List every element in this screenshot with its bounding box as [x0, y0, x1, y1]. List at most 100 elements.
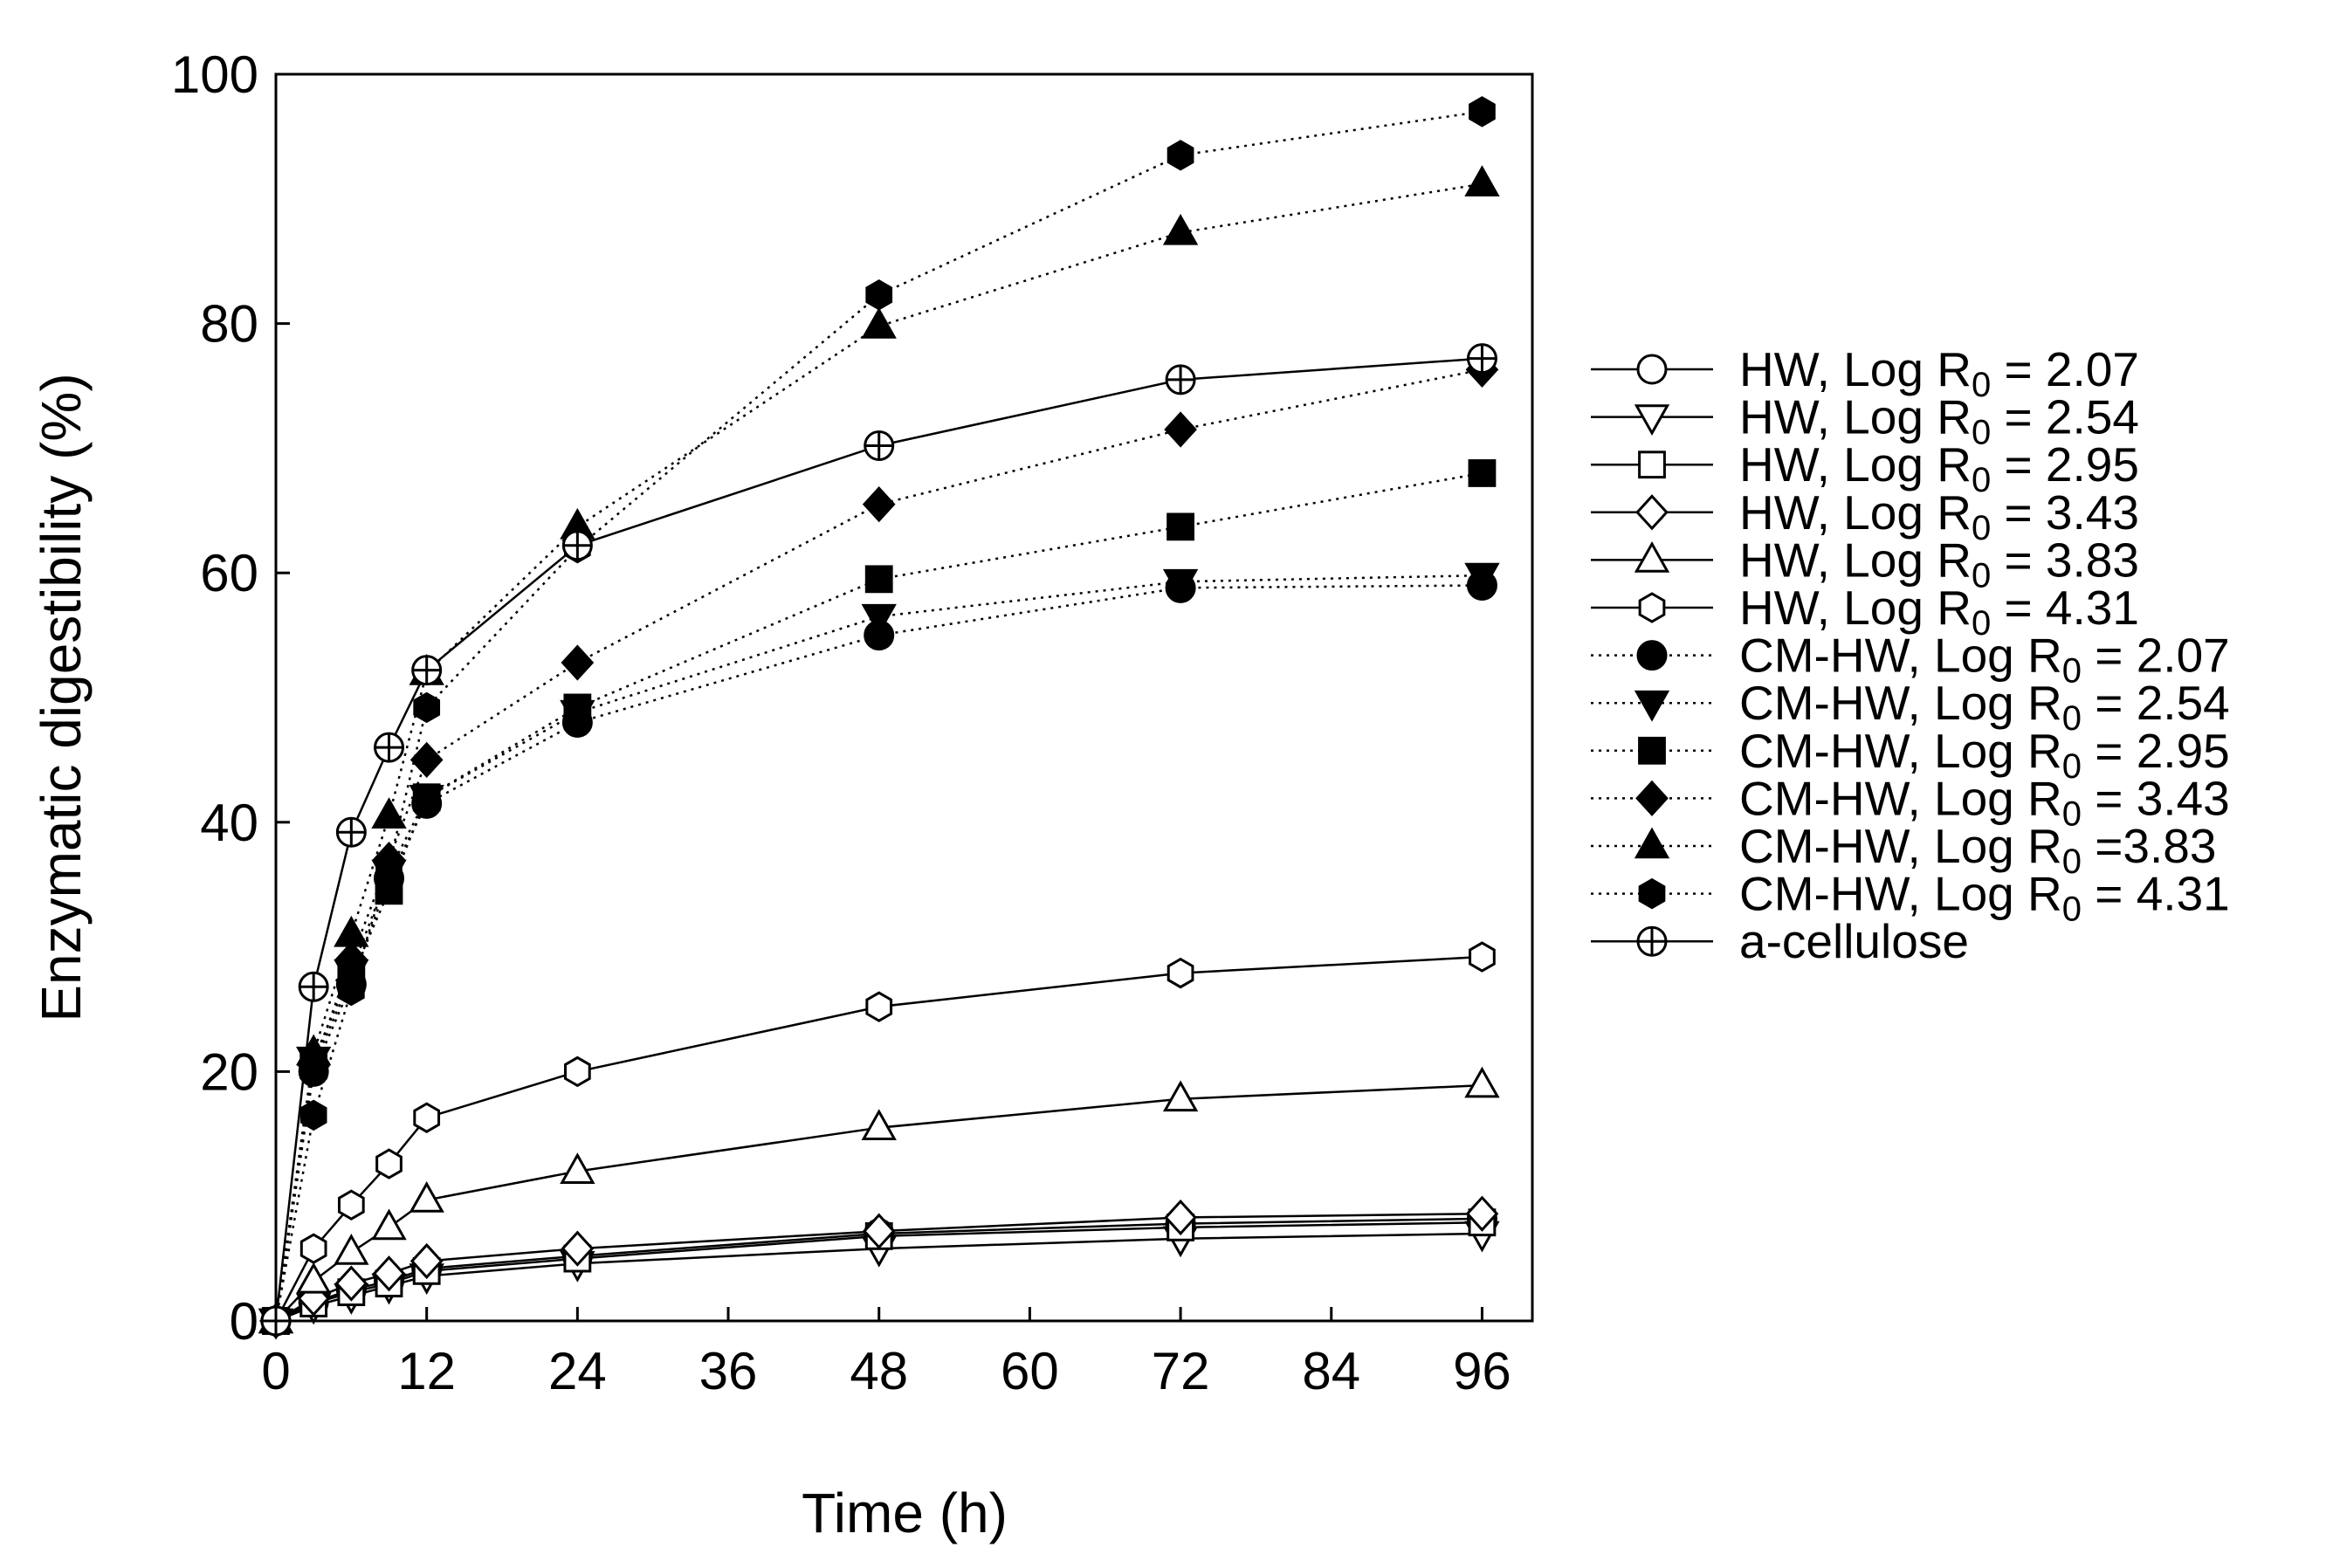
legend-marker [1635, 780, 1669, 817]
legend-label: HW, Log R0 = 2.07 [1739, 342, 2139, 404]
data-point [337, 974, 365, 1007]
legend-label: HW, Log R0 = 4.31 [1739, 581, 2139, 643]
data-point [412, 783, 441, 812]
legend-item: HW, Log R0 = 2.07 [1591, 342, 2139, 404]
x-axis-ticks: 0 12 24 36 48 60 72 84 96 [261, 1307, 1511, 1400]
data-point [864, 430, 895, 462]
legend-label-main: CM-HW, Log R [1739, 867, 2062, 921]
data-point [1465, 1195, 1499, 1232]
y-tick-label: 100 [171, 45, 258, 104]
legend-label: CM-HW, Log R0 =3.83 [1739, 819, 2216, 881]
x-tick-label: 12 [397, 1342, 456, 1400]
legend-label-value: = 2.95 [2082, 724, 2230, 778]
legend-item: HW, Log R0 = 3.83 [1591, 533, 2139, 595]
legend-label: HW, Log R0 = 2.54 [1739, 390, 2139, 452]
x-tick-label: 96 [1453, 1342, 1511, 1400]
data-point [561, 644, 595, 681]
legend-label-subscript: 0 [1972, 414, 1991, 452]
legend-label: a-cellulose [1739, 914, 1969, 968]
legend-item: HW, Log R0 = 3.43 [1591, 485, 2139, 547]
legend-marker [1634, 540, 1670, 573]
legend-label: CM-HW, Log R0 = 2.95 [1739, 724, 2230, 786]
legend-item: HW, Log R0 = 2.54 [1591, 390, 2139, 452]
data-point [1468, 459, 1497, 487]
data-point [1464, 1066, 1500, 1098]
data-point [1162, 1080, 1199, 1112]
legend-label-value: = 2.07 [2082, 629, 2230, 683]
legend-marker [1635, 494, 1669, 531]
data-point [413, 1102, 441, 1133]
x-tick-label: 24 [548, 1342, 607, 1400]
legend-label: HW, Log R0 = 2.95 [1739, 437, 2139, 499]
legend-label: CM-HW, Log R0 = 4.31 [1739, 867, 2230, 929]
legend-label-subscript: 0 [1972, 366, 1991, 404]
legend-marker [1636, 640, 1668, 671]
y-axis-ticks: 0 20 40 60 80 100 [171, 45, 290, 1351]
y-tick-label: 80 [200, 295, 258, 354]
data-point [861, 307, 897, 339]
legend-marker [1636, 354, 1668, 385]
legend-item: CM-HW, Log R0 = 2.95 [1591, 724, 2230, 786]
x-axis-title: Time (h) [802, 1482, 1008, 1544]
legend-label: CM-HW, Log R0 = 2.54 [1739, 676, 2230, 738]
data-point [560, 1152, 595, 1184]
legend-marker [1638, 450, 1666, 479]
legend-label-value: = 4.31 [2082, 867, 2230, 921]
data-point [299, 1233, 327, 1264]
legend-label-subscript: 0 [1972, 509, 1991, 547]
legend-label: HW, Log R0 = 3.43 [1739, 485, 2139, 547]
legend-label-main: CM-HW, Log R [1739, 676, 2062, 730]
legend-label-main: CM-HW, Log R [1739, 771, 2062, 825]
data-point [334, 915, 369, 947]
data-point [1464, 562, 1500, 595]
legend-marker [1636, 925, 1668, 957]
data-point [298, 971, 329, 1002]
legend-item: CM-HW, Log R0 = 2.54 [1591, 676, 2230, 738]
legend-label-subscript: 0 [2062, 699, 2082, 738]
legend-marker [1638, 736, 1666, 765]
legend-marker [1634, 827, 1670, 859]
legend-marker [1634, 404, 1670, 437]
legend-item: a-cellulose [1591, 914, 1969, 968]
legend-item: HW, Log R0 = 2.95 [1591, 437, 2139, 499]
legend-item: HW, Log R0 = 4.31 [1591, 581, 2139, 643]
series-line-6 [274, 584, 1483, 1322]
data-point [334, 1234, 369, 1265]
data-point [334, 1265, 368, 1302]
data-point [374, 732, 405, 763]
legend-label-subscript: 0 [1972, 604, 1991, 643]
data-point [371, 797, 407, 829]
legend-label-value: = 3.43 [2082, 771, 2230, 825]
legend-label-subscript: 0 [2062, 747, 2082, 786]
legend-label-value: = 3.43 [1991, 485, 2139, 540]
legend-item: CM-HW, Log R0 = 2.07 [1591, 629, 2230, 691]
legend-label-value: = 2.54 [2082, 676, 2230, 730]
data-point [1166, 512, 1194, 541]
x-tick-label: 36 [699, 1342, 758, 1400]
data-point [865, 279, 893, 311]
legend-label: CM-HW, Log R0 = 2.07 [1739, 629, 2230, 691]
plot-area [274, 72, 1534, 1323]
data-point [564, 1056, 591, 1088]
legend-label-value: = 2.95 [1991, 437, 2139, 492]
legend-label-value: = 3.83 [1991, 533, 2139, 587]
series-line-7 [274, 574, 1483, 1322]
legend-label-subscript: 0 [1972, 556, 1991, 595]
legend-marker [1638, 592, 1666, 623]
legend-label-main: HW, Log R [1739, 390, 1972, 444]
data-point [1164, 1199, 1197, 1236]
y-axis-title: Enzymatic digestibility (%) [30, 373, 93, 1021]
data-point [862, 486, 896, 523]
data-point [409, 1181, 444, 1213]
series-markers [258, 96, 1500, 1340]
legend-label-main: a-cellulose [1739, 914, 1969, 968]
data-point [563, 693, 592, 722]
legend-label-subscript: 0 [2062, 652, 2082, 691]
legend-label-main: CM-HW, Log R [1739, 724, 2062, 778]
y-tick-label: 40 [200, 794, 258, 852]
data-point [411, 655, 443, 686]
data-point [296, 1262, 332, 1294]
legend-label-value: = 2.07 [1991, 342, 2139, 396]
